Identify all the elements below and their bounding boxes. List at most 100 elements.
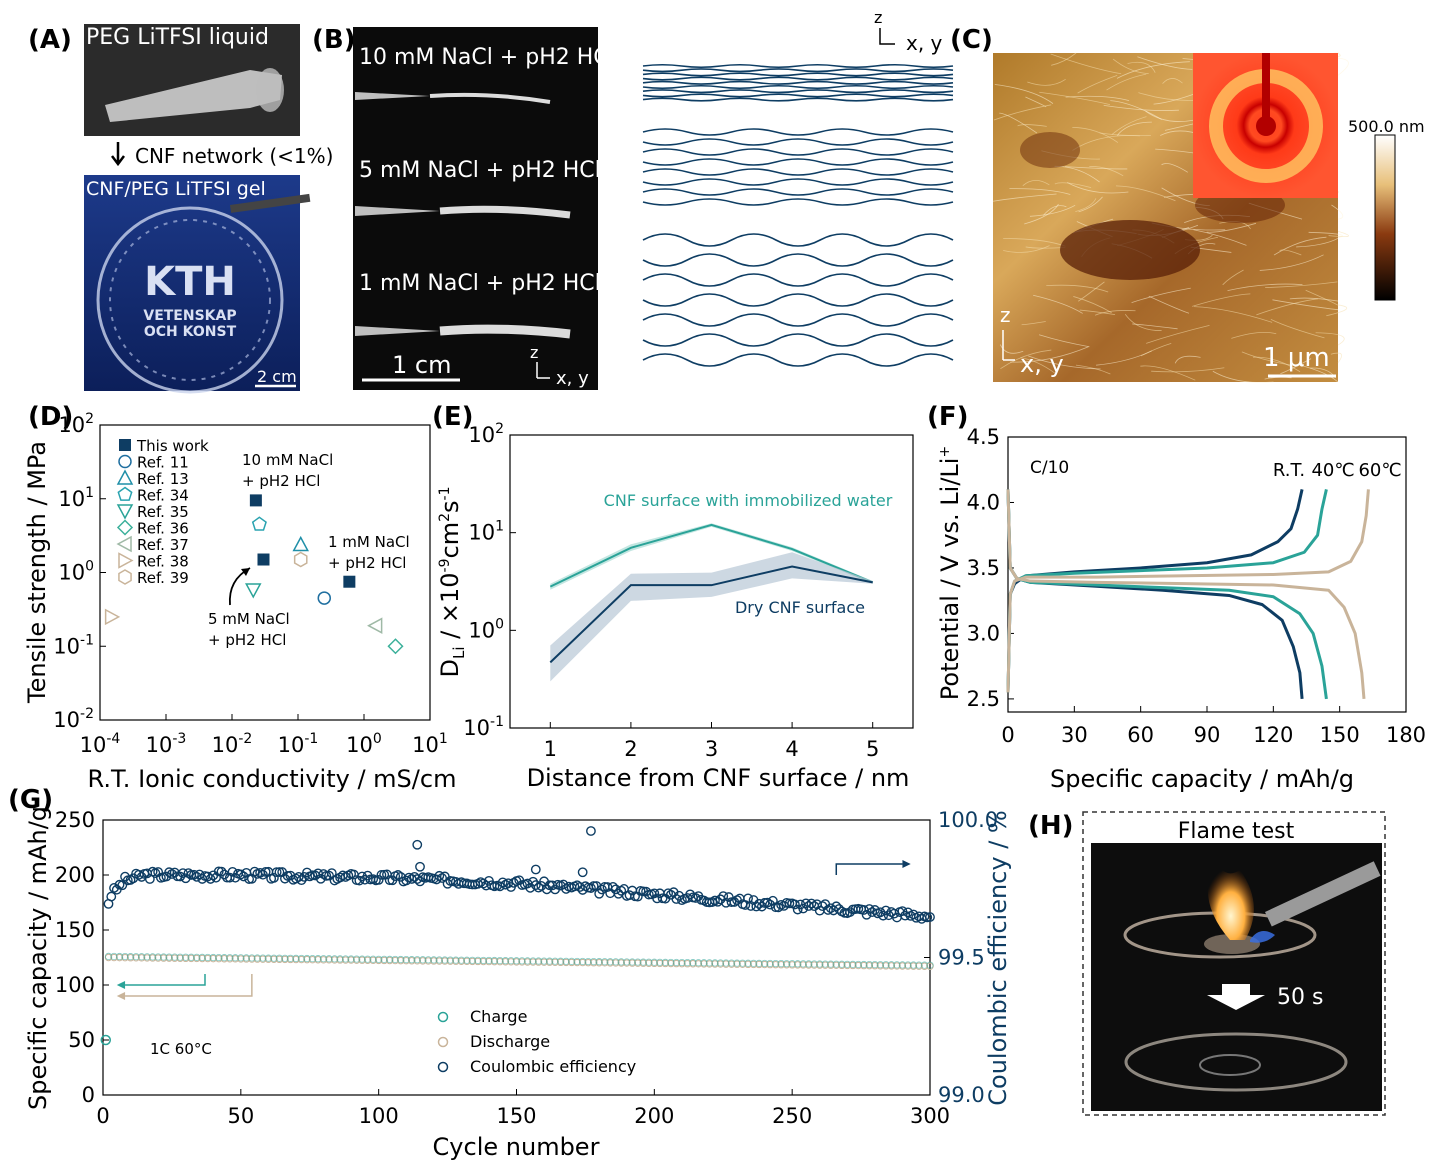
charge-point xyxy=(860,960,868,969)
x-axis-title: Distance from CNF surface / nm xyxy=(527,764,910,792)
legend-marker xyxy=(116,504,134,520)
annotation-10mm-2: + pH2 HCl xyxy=(242,472,320,490)
x-tick-label: 1 xyxy=(544,737,557,761)
charge-point xyxy=(650,958,658,966)
charge-point xyxy=(126,953,135,961)
charge-point xyxy=(915,961,923,969)
b-scale-label: 1 cm xyxy=(392,351,451,379)
legend-marker xyxy=(118,569,132,585)
b-axis-icon xyxy=(536,362,550,379)
liquid-caption: PEG LiTFSI liquid xyxy=(86,25,269,50)
afm-fiber xyxy=(1009,188,1071,195)
ce-point xyxy=(792,904,803,915)
charge-point xyxy=(551,957,559,965)
charge-point xyxy=(854,960,862,969)
x-tick-label: 200 xyxy=(634,1104,674,1128)
charge-point xyxy=(590,957,598,966)
charge-point xyxy=(678,958,686,967)
charge-point xyxy=(375,955,383,963)
y-tick-label-left: 0 xyxy=(82,1083,95,1107)
charge-point xyxy=(209,953,217,962)
charge-point xyxy=(601,958,609,966)
panel-label-a: (A) xyxy=(28,25,72,55)
charge-point xyxy=(716,959,725,967)
label-60c: 60℃ xyxy=(1358,460,1401,481)
charge-point xyxy=(165,953,173,961)
charge-point xyxy=(397,955,405,964)
chart-f: (F) 0 30 60 90 120 150 180 2.5 3.0 3.5 4.0 4.5 Specif… xyxy=(927,402,1426,793)
ce-point xyxy=(224,872,235,883)
y-axis-title: Tensile strength / MPa xyxy=(23,441,51,704)
strip-row-3 xyxy=(355,324,571,339)
charge-point xyxy=(281,954,289,962)
afm-fiber xyxy=(1194,306,1273,323)
panel-label-d: (D) xyxy=(28,402,73,432)
kth-logo-line3: OCH KONST xyxy=(144,324,237,340)
afm-fiber xyxy=(1259,254,1324,271)
ce-point xyxy=(751,901,762,912)
panel-c: (C) z x, y 1 μm 500.0 nm xyxy=(950,25,1425,383)
afm-fiber xyxy=(1174,355,1201,364)
ce-point xyxy=(269,873,279,883)
charge-point xyxy=(380,955,388,963)
network-strand xyxy=(642,84,954,90)
panel-b: (B) 10 mM NaCl + pH2 HCl 5 mM NaCl + pH2… xyxy=(312,8,954,390)
charge-point xyxy=(777,960,785,968)
afm-fiber xyxy=(1065,95,1130,102)
afm-fiber xyxy=(1067,182,1129,194)
x-tick-label: 101 xyxy=(412,731,448,757)
charge-point xyxy=(413,956,421,964)
charge-point xyxy=(501,957,510,965)
charge-point xyxy=(242,954,250,962)
afm-fiber xyxy=(1280,358,1312,375)
afm-fiber xyxy=(1021,321,1046,326)
legend-marker xyxy=(437,1061,449,1073)
ce-point xyxy=(376,870,387,880)
afm-fiber xyxy=(1077,281,1105,302)
charge-point xyxy=(121,952,129,961)
x-tick-label: 10-3 xyxy=(146,731,187,757)
a-scale-label: 2 cm xyxy=(257,367,297,386)
charge-point xyxy=(656,958,664,966)
series-line xyxy=(549,565,873,664)
charge-point xyxy=(705,959,714,967)
charge-point xyxy=(661,958,669,966)
y-tick-label-left: 50 xyxy=(68,1028,95,1052)
afm-fiber xyxy=(1094,310,1136,316)
ce-point xyxy=(762,897,773,908)
charge-point xyxy=(529,957,537,965)
network-strand xyxy=(642,313,954,327)
charge-point xyxy=(816,960,824,968)
ce-point xyxy=(823,905,833,915)
annotation-5mm: 5 mM NaCl xyxy=(208,610,290,628)
x-tick-label: 120 xyxy=(1253,723,1293,747)
afm-fiber xyxy=(1328,230,1349,238)
y-tick-label-right: 100.0 xyxy=(938,808,998,832)
charge-point xyxy=(810,960,818,968)
charge-point xyxy=(430,956,438,964)
afm-fiber xyxy=(1296,237,1339,248)
flame-test-frame xyxy=(1082,811,1386,1116)
ce-point xyxy=(235,869,246,880)
charge-point xyxy=(926,961,934,969)
afm-fiber xyxy=(1206,222,1257,233)
charge-point xyxy=(898,961,907,969)
legend-label: Ref. 36 xyxy=(137,520,189,538)
ce-point xyxy=(117,880,128,891)
left-axis-arrow-discharge xyxy=(125,974,253,997)
legend-label: Coulombic efficiency xyxy=(470,1057,636,1076)
y-tick-label: 102 xyxy=(58,411,94,437)
y-tick-label: 10-1 xyxy=(463,714,504,740)
panel-label-b: (B) xyxy=(312,25,356,55)
arrowhead-icon xyxy=(116,981,126,989)
charge-point xyxy=(749,959,758,967)
afm-fiber xyxy=(1140,365,1196,381)
afm-fiber xyxy=(1116,121,1152,136)
network-strand xyxy=(642,333,954,347)
charge-point xyxy=(534,957,543,965)
data-point xyxy=(257,553,270,566)
charge-point xyxy=(557,957,565,965)
afm-fiber xyxy=(1112,58,1149,74)
afm-fiber xyxy=(1077,75,1118,94)
charge-point xyxy=(264,954,272,962)
